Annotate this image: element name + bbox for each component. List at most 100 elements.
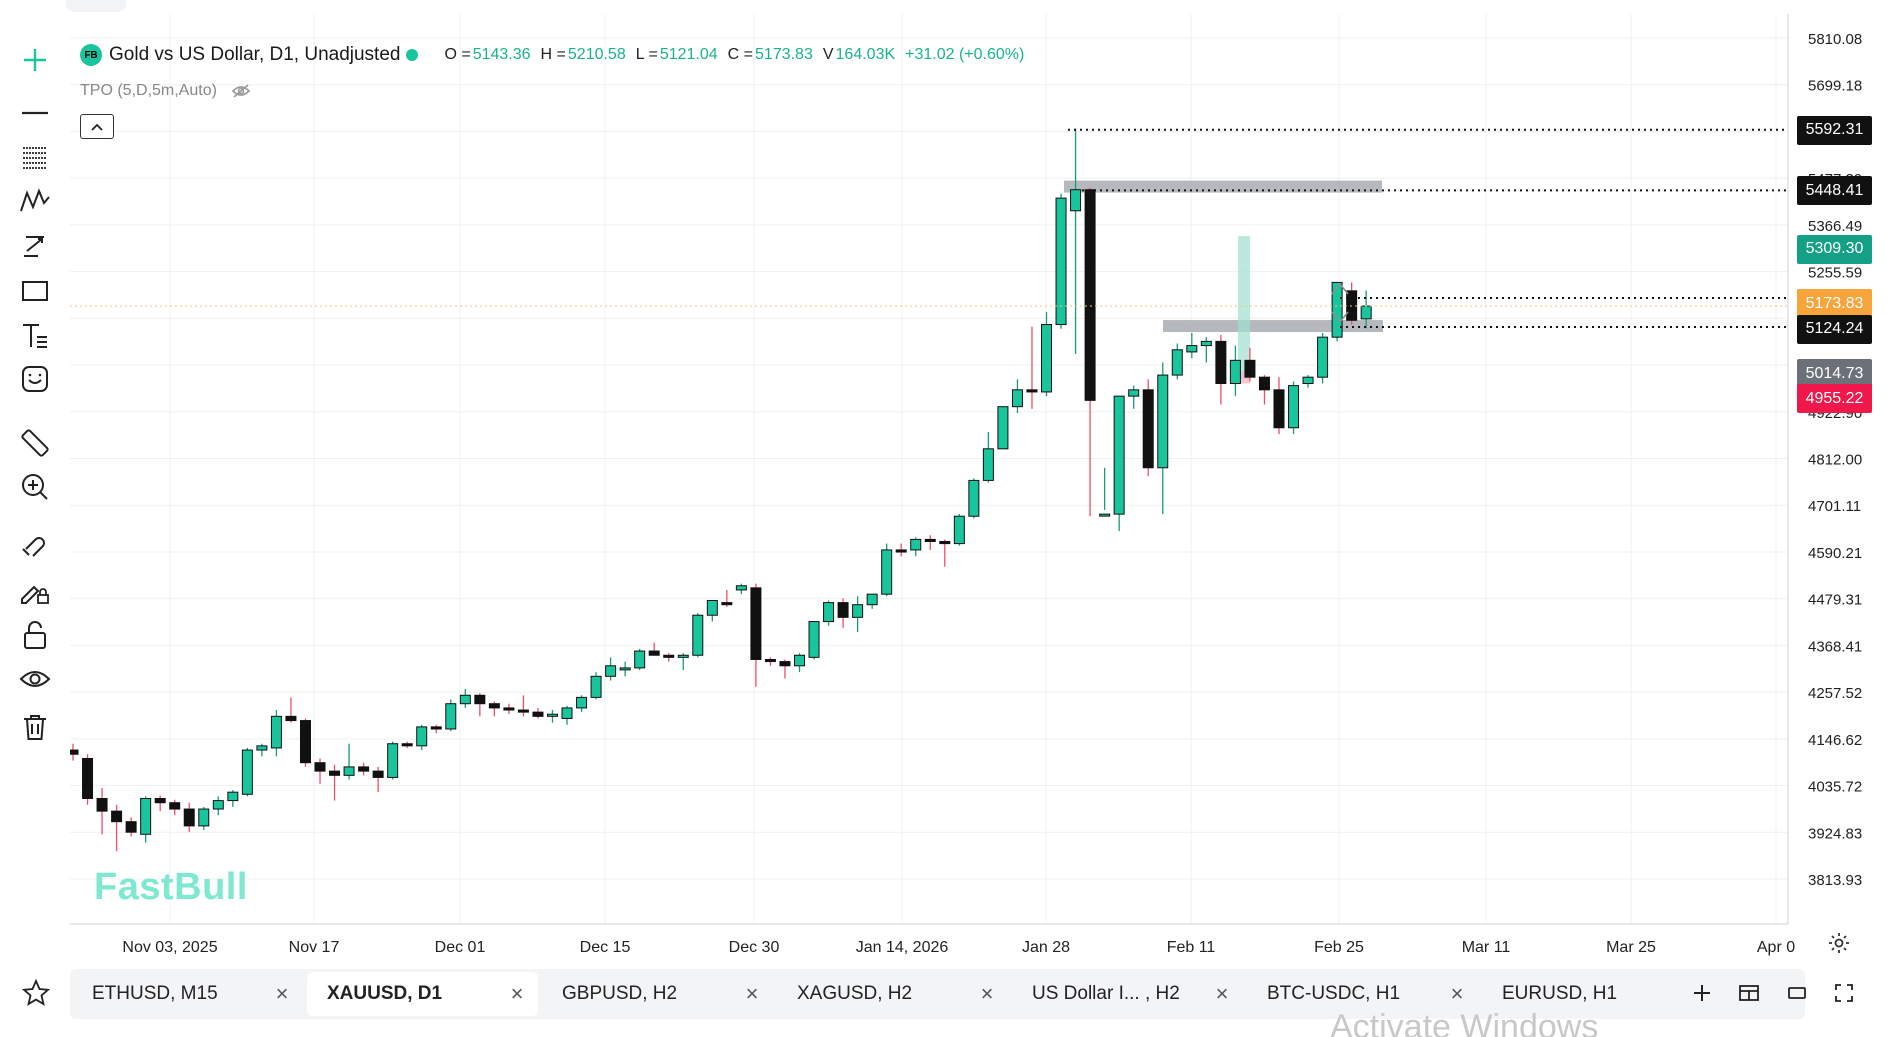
candle-body bbox=[154, 798, 166, 804]
y-tick-label: 5366.49 bbox=[1808, 218, 1862, 235]
close-label: C = bbox=[727, 46, 754, 63]
candle-body bbox=[358, 766, 370, 772]
candle-body bbox=[430, 726, 442, 730]
crosshair-icon[interactable] bbox=[14, 39, 56, 81]
candle-body bbox=[1288, 385, 1300, 429]
candlestick-chart[interactable]: 5810.085699.185588.285477.395366.495255.… bbox=[70, 14, 1887, 964]
chart-area[interactable]: 5810.085699.185588.285477.395366.495255.… bbox=[70, 14, 1887, 964]
tab-label: US Dollar I... , H2 bbox=[1032, 983, 1180, 1004]
toolbar-pill[interactable] bbox=[66, 0, 126, 12]
symbol-title[interactable]: Gold vs US Dollar, D1, Unadjusted bbox=[109, 44, 401, 65]
window-icon[interactable] bbox=[1780, 976, 1814, 1010]
low-label: L = bbox=[635, 46, 658, 63]
candle-body bbox=[1084, 189, 1096, 401]
x-tick-label: Mar 11 bbox=[1462, 939, 1511, 956]
magnet-icon[interactable] bbox=[14, 523, 56, 565]
tab-gbpusd-h2[interactable]: GBPUSD, H2 × bbox=[542, 972, 773, 1016]
tab-us-dollar-i-h2[interactable]: US Dollar I... , H2 × bbox=[1012, 972, 1243, 1016]
emoji-icon[interactable] bbox=[14, 358, 56, 400]
candle-body bbox=[1142, 389, 1154, 469]
price-tag-5592-31[interactable]: 5592.31 bbox=[1797, 115, 1872, 145]
candle-body bbox=[663, 654, 675, 658]
fib-lines-icon[interactable] bbox=[14, 136, 56, 178]
candle-body bbox=[169, 802, 181, 810]
candle-body bbox=[227, 791, 239, 802]
layout-icon[interactable] bbox=[1732, 976, 1766, 1010]
candle-body bbox=[605, 665, 617, 677]
tab-xauusd-d1[interactable]: XAUUSD, D1 × bbox=[307, 972, 538, 1016]
tpo-highlight-teal bbox=[1238, 236, 1250, 380]
close-tab-icon[interactable]: × bbox=[510, 981, 524, 1006]
y-tick-label: 4368.41 bbox=[1808, 638, 1862, 655]
tab-label: BTC-USDC, H1 bbox=[1267, 983, 1401, 1004]
tab-btc-usdc-h1[interactable]: BTC-USDC, H1 × bbox=[1247, 972, 1478, 1016]
candle-body bbox=[82, 757, 94, 800]
price-tag-4955-22[interactable]: 4955.22 bbox=[1797, 384, 1872, 414]
fullscreen-icon[interactable] bbox=[1827, 976, 1861, 1010]
eye-icon[interactable] bbox=[14, 658, 56, 700]
zoom-in-icon[interactable] bbox=[14, 466, 56, 508]
candle-body bbox=[1244, 359, 1256, 378]
change-value: +31.02 (+0.60%) bbox=[905, 46, 1025, 63]
fastbull-watermark: FastBull bbox=[94, 866, 248, 908]
candle-body bbox=[372, 770, 384, 778]
candle-body bbox=[488, 703, 500, 709]
x-tick-label: Nov 17 bbox=[289, 939, 340, 956]
candle-body bbox=[140, 798, 152, 835]
candle-body bbox=[125, 821, 137, 833]
trash-icon[interactable] bbox=[14, 706, 56, 748]
candle-body bbox=[968, 479, 980, 517]
candle-body bbox=[1186, 345, 1198, 353]
price-tag-5448-41[interactable]: 5448.41 bbox=[1797, 176, 1872, 206]
y-tick-label: 5699.18 bbox=[1808, 78, 1862, 95]
candle-body bbox=[1157, 374, 1169, 469]
tab-ethusd-m15[interactable]: ETHUSD, M15 × bbox=[72, 972, 303, 1016]
price-tag-5014-73[interactable]: 5014.73 bbox=[1797, 359, 1872, 389]
candle-body bbox=[1273, 389, 1285, 429]
indicator-legend[interactable]: TPO (5,D,5m,Auto) bbox=[80, 82, 251, 100]
hide-eye-icon[interactable] bbox=[231, 83, 251, 99]
volume-label: V bbox=[822, 46, 834, 63]
tab-xagusd-h2[interactable]: XAGUSD, H2 × bbox=[777, 972, 1008, 1016]
tab-label: GBPUSD, H2 bbox=[562, 983, 678, 1004]
add-tab-icon[interactable] bbox=[1685, 976, 1719, 1010]
chart-settings-gear-icon[interactable] bbox=[1822, 926, 1856, 960]
candle-body bbox=[823, 602, 835, 623]
y-tick-label: 5810.08 bbox=[1808, 31, 1862, 48]
rectangle-icon[interactable] bbox=[14, 270, 56, 312]
candle-body bbox=[1317, 336, 1329, 378]
close-tab-icon[interactable]: × bbox=[745, 981, 759, 1006]
close-tab-icon[interactable]: × bbox=[1215, 981, 1229, 1006]
unlock-icon[interactable] bbox=[14, 614, 56, 656]
collapse-legend-button[interactable] bbox=[80, 114, 114, 139]
price-tag-5309-30[interactable]: 5309.30 bbox=[1797, 234, 1872, 264]
text-tool-icon[interactable] bbox=[14, 315, 56, 357]
ruler-icon[interactable] bbox=[14, 422, 56, 464]
candle-body bbox=[706, 599, 718, 616]
close-tab-icon[interactable]: × bbox=[1450, 981, 1464, 1006]
candle-body bbox=[924, 538, 936, 543]
brush-lock-icon[interactable] bbox=[14, 569, 56, 611]
candle-body bbox=[735, 585, 747, 591]
candle-body bbox=[517, 709, 529, 713]
horizontal-line-icon[interactable] bbox=[14, 92, 56, 134]
close-tab-icon[interactable]: × bbox=[980, 981, 994, 1006]
pattern-icon[interactable] bbox=[14, 180, 56, 222]
live-status-icon bbox=[406, 49, 419, 61]
y-tick-label: 4479.31 bbox=[1808, 592, 1862, 609]
candle-body bbox=[459, 694, 471, 705]
y-tick-label: 4701.11 bbox=[1808, 498, 1861, 515]
price-tag-5124-24[interactable]: 5124.24 bbox=[1797, 314, 1872, 344]
candle-body bbox=[256, 745, 268, 751]
tab-eurusd-h1[interactable]: EURUSD, H1 bbox=[1482, 972, 1713, 1016]
tab-label: ETHUSD, M15 bbox=[92, 983, 218, 1004]
candle-body bbox=[111, 810, 123, 823]
x-tick-label: Dec 30 bbox=[729, 939, 780, 956]
candle-body bbox=[329, 770, 341, 776]
favorites-star-icon[interactable] bbox=[16, 973, 56, 1013]
price-tag-5173-83[interactable]: 5173.83 bbox=[1797, 289, 1872, 319]
trend-tool-icon[interactable] bbox=[14, 225, 56, 267]
y-tick-label: 3924.83 bbox=[1808, 825, 1862, 842]
close-tab-icon[interactable]: × bbox=[275, 981, 289, 1006]
candle-body bbox=[387, 743, 399, 778]
